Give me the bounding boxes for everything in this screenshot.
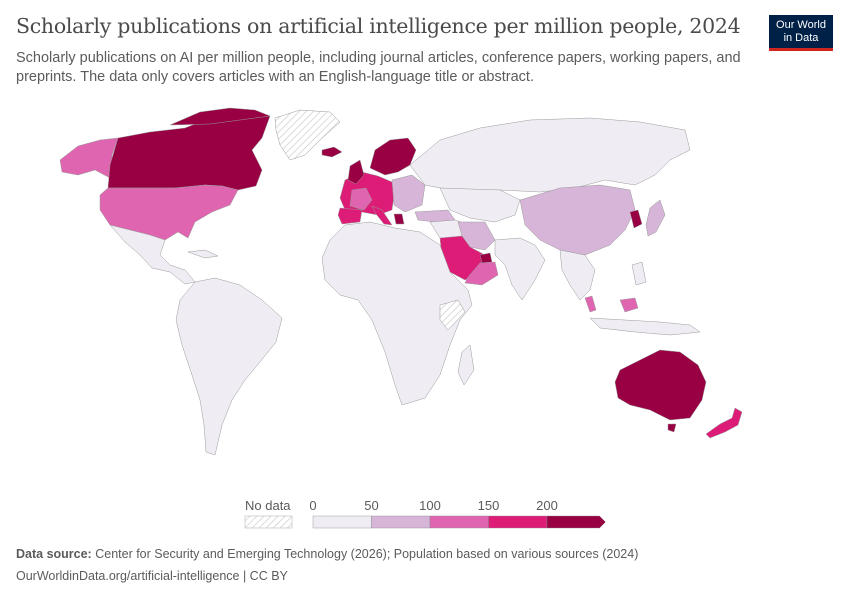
region-france[interactable] (349, 187, 373, 211)
owid-logo[interactable]: Our World in Data (769, 15, 833, 51)
source-link[interactable]: OurWorldinData.org/artificial-intelligen… (16, 569, 288, 583)
legend-no-data-swatch (244, 515, 293, 529)
data-source-text: Center for Security and Emerging Technol… (95, 547, 639, 561)
logo-line-2: in Data (783, 32, 819, 44)
region-central-asia[interactable] (439, 187, 521, 223)
legend-tick-100: 100 (419, 498, 441, 513)
world-map (0, 105, 850, 495)
legend-bin-0[interactable] (312, 515, 372, 529)
region-caribbean[interactable] (187, 249, 219, 259)
region-australia[interactable] (614, 349, 707, 421)
region-tasmania[interactable] (667, 423, 677, 433)
region-uae[interactable] (479, 252, 493, 264)
legend-bin-1[interactable] (371, 515, 431, 529)
region-greenland[interactable] (274, 109, 341, 161)
region-philippines[interactable] (631, 261, 647, 286)
region-india[interactable] (494, 237, 546, 301)
region-oman-yemen[interactable] (464, 261, 499, 286)
legend-bin-2[interactable] (429, 515, 489, 529)
legend: No data 0 50 100 150 200 (240, 497, 620, 537)
logo-line-1: Our World (776, 19, 826, 31)
region-iberia[interactable] (337, 207, 363, 225)
region-mexico[interactable] (109, 224, 196, 285)
region-greece[interactable] (393, 213, 405, 225)
region-madagascar[interactable] (457, 344, 475, 386)
legend-bin-3[interactable] (488, 515, 548, 529)
region-turkey[interactable] (414, 209, 456, 223)
region-nordics[interactable] (369, 137, 417, 176)
region-russia[interactable] (409, 117, 691, 193)
region-korea[interactable] (629, 209, 643, 229)
chart-subtitle: Scholarly publications on AI per million… (16, 50, 741, 85)
region-iceland[interactable] (321, 146, 343, 158)
legend-tick-150: 150 (478, 498, 500, 513)
legend-tick-200: 200 (536, 498, 558, 513)
legend-tick-0: 0 (309, 498, 316, 513)
region-italy[interactable] (371, 205, 393, 226)
data-source-label: Data source: (16, 547, 92, 561)
data-source: Data source: Center for Security and Eme… (16, 547, 638, 561)
region-new-zealand[interactable] (705, 407, 743, 439)
region-united-states[interactable] (99, 184, 239, 241)
region-canada-arctic[interactable] (169, 107, 271, 126)
region-malaysia[interactable] (584, 295, 597, 313)
region-southeast-asia[interactable] (559, 249, 596, 301)
region-africa[interactable] (321, 221, 473, 406)
legend-tick-50: 50 (364, 498, 378, 513)
region-south-america[interactable] (175, 277, 283, 456)
region-uk[interactable] (347, 159, 365, 185)
region-china[interactable] (519, 184, 636, 256)
region-japan[interactable] (645, 199, 666, 237)
region-somalia[interactable] (439, 299, 466, 331)
region-indonesia[interactable] (589, 317, 701, 336)
region-malaysia-borneo[interactable] (619, 297, 639, 313)
legend-no-data-label: No data (245, 498, 291, 513)
legend-bin-4[interactable] (546, 515, 606, 529)
region-eastern-europe[interactable] (391, 174, 426, 213)
chart-title: Scholarly publications on artificial int… (16, 14, 741, 38)
